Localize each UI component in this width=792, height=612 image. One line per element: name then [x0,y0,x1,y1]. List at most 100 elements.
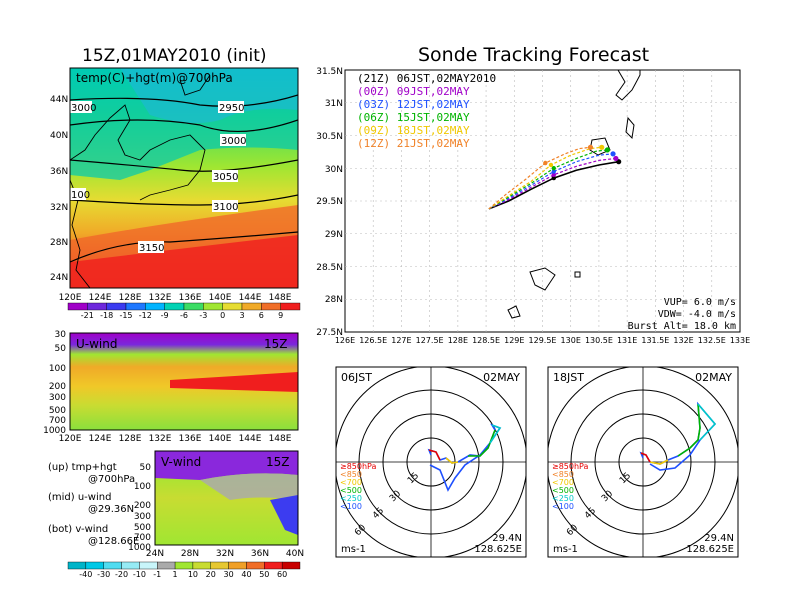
colorbar-cell [67,561,87,570]
colorbar-label: 30 [224,570,234,579]
lat-tick: 36N [50,167,68,177]
lat-tick: 29.5N [316,197,343,207]
vwind-gray-region [200,473,298,500]
contour-label: 3100 [213,202,238,213]
map700-panel: 3000 2950 3000 3050 100 3100 3150 [70,68,298,288]
lat-tick: 32N [50,203,68,213]
contour-label: 100 [71,190,90,201]
lon-tick: 128.5E [472,336,500,345]
colorbar-label: -3 [199,311,207,320]
colorbar-cell [174,561,194,570]
uwind-lon-ticks: 120E 124E 128E 132E 136E 140E 144E 148E [59,434,292,444]
lon-tick: 132E [149,293,172,303]
small-island [574,271,581,278]
colorbar-cell [125,302,146,311]
legend-entry: (03Z) 12JST,02MAY [357,98,470,111]
track-midpoint [543,160,548,166]
colorbar-label: 9 [278,311,283,320]
vwind-p-ticks: 50 100 200 300 500 700 1000 [128,463,151,553]
lon-tick: 132E [149,434,172,444]
polar-ring [358,389,504,535]
note-line: @29.36N [88,504,134,515]
colorbar-cell [67,302,88,311]
polar1-units: ms-1 [341,544,366,555]
lon-tick: 140E [209,293,232,303]
lon-tick: 140E [209,434,232,444]
colorbar-cell [228,561,247,570]
colorbar-cell [222,302,243,311]
colorbar-label: -20 [115,570,128,579]
contour-line [70,119,298,133]
p-tick: 300 [134,512,151,522]
polar2-time: 18JST [553,371,584,384]
colorbar-label: -6 [180,311,188,320]
colorbar-label: -18 [100,311,113,320]
colorbar-label: 60 [277,570,287,579]
jet-core [170,372,298,392]
lon-tick: 130E [561,336,581,345]
note-line: (up) tmp+hgt [48,462,117,473]
lon-tick: 131E [617,336,637,345]
p-tick: 500 [49,406,66,416]
colorbar-label: 1 [173,570,178,579]
colorbar-label: 20 [206,570,216,579]
note-line: (bot) v-wind [48,524,108,535]
lon-tick: 148E [269,293,292,303]
polar2-date: 02MAY [695,371,732,384]
colorbar-label: 10 [188,570,198,579]
lon-tick: 129.5E [529,336,557,345]
lat-tick: 28N [325,295,343,305]
vwind-lat-ticks: 24N 28N 32N 36N 40N [146,549,304,559]
track-lat-ticks: 31.5N 31N 30.5N 30N 29.5N 29N 28.5N 28N … [316,67,343,338]
colorbar-label: -40 [79,570,92,579]
colorbar-label: -1 [153,570,161,579]
uwind-p-ticks: 30 50 100 200 300 500 700 1000 [43,330,66,436]
wind-colorbar-labels: -40 -30 -20 -10 -1 1 10 20 30 40 50 60 [79,570,287,579]
wind-colorbar [67,561,301,570]
colorbar-label: 50 [259,570,269,579]
main-title: Sonde Tracking Forecast [418,44,649,66]
legend-entry: (06Z) 15JST,02MAY [357,111,470,124]
p-tick: 50 [140,463,152,473]
colorbar-cell [280,302,301,311]
colorbar-label: 0 [220,311,225,320]
lat-tick: 27.5N [316,328,343,338]
contour-line [70,94,298,107]
colorbar-cell [106,302,127,311]
colorbar-cell [183,302,204,311]
track-islands [507,70,641,319]
uwind-label: U-wind [76,337,117,351]
lat-tick: 36N [251,549,269,559]
map700-lon-ticks: 120E 124E 128E 132E 136E 140E 144E 148E [59,293,292,303]
colorbar-cell [281,561,301,570]
polar-ring [618,437,668,487]
level-key: <700 [552,478,574,487]
p-tick: 50 [55,344,67,354]
vdw-text: VDW= -4.0 m/s [658,309,736,320]
polar1-lat: 29.4N [492,533,522,544]
note-line: @128.66E [88,536,139,547]
p-tick: 30 [55,330,67,340]
legend-entry: (12Z) 21JST,02MAY [357,137,470,150]
lon-tick: 124E [89,434,112,444]
vup-text: VUP= 6.0 m/s [664,297,736,308]
colorbar-cell [164,302,185,311]
colorbar-cell [145,302,165,311]
lon-tick: 133E [730,336,750,345]
colorbar-cell [203,302,223,311]
track-endpoint [587,144,594,150]
note-line: (mid) u-wind [48,492,111,503]
map700-label: temp(C)+hgt(m)@700hPa [76,71,233,85]
note-line: @700hPa [88,474,135,485]
colorbar-cell [246,561,265,570]
vwind-frame [154,450,299,546]
lon-tick: 128E [448,336,468,345]
kyushu-coast [615,70,641,101]
colorbar-cell [192,561,211,570]
colorbar-cell [87,302,107,311]
legend-entry: (21Z) 06JST,02MAY2010 [357,72,496,85]
burst-text: Burst Alt= 18.0 km [628,321,736,332]
tanegashima-island [625,116,635,140]
p-tick: 100 [134,482,151,492]
colorbar-cell [157,561,176,570]
